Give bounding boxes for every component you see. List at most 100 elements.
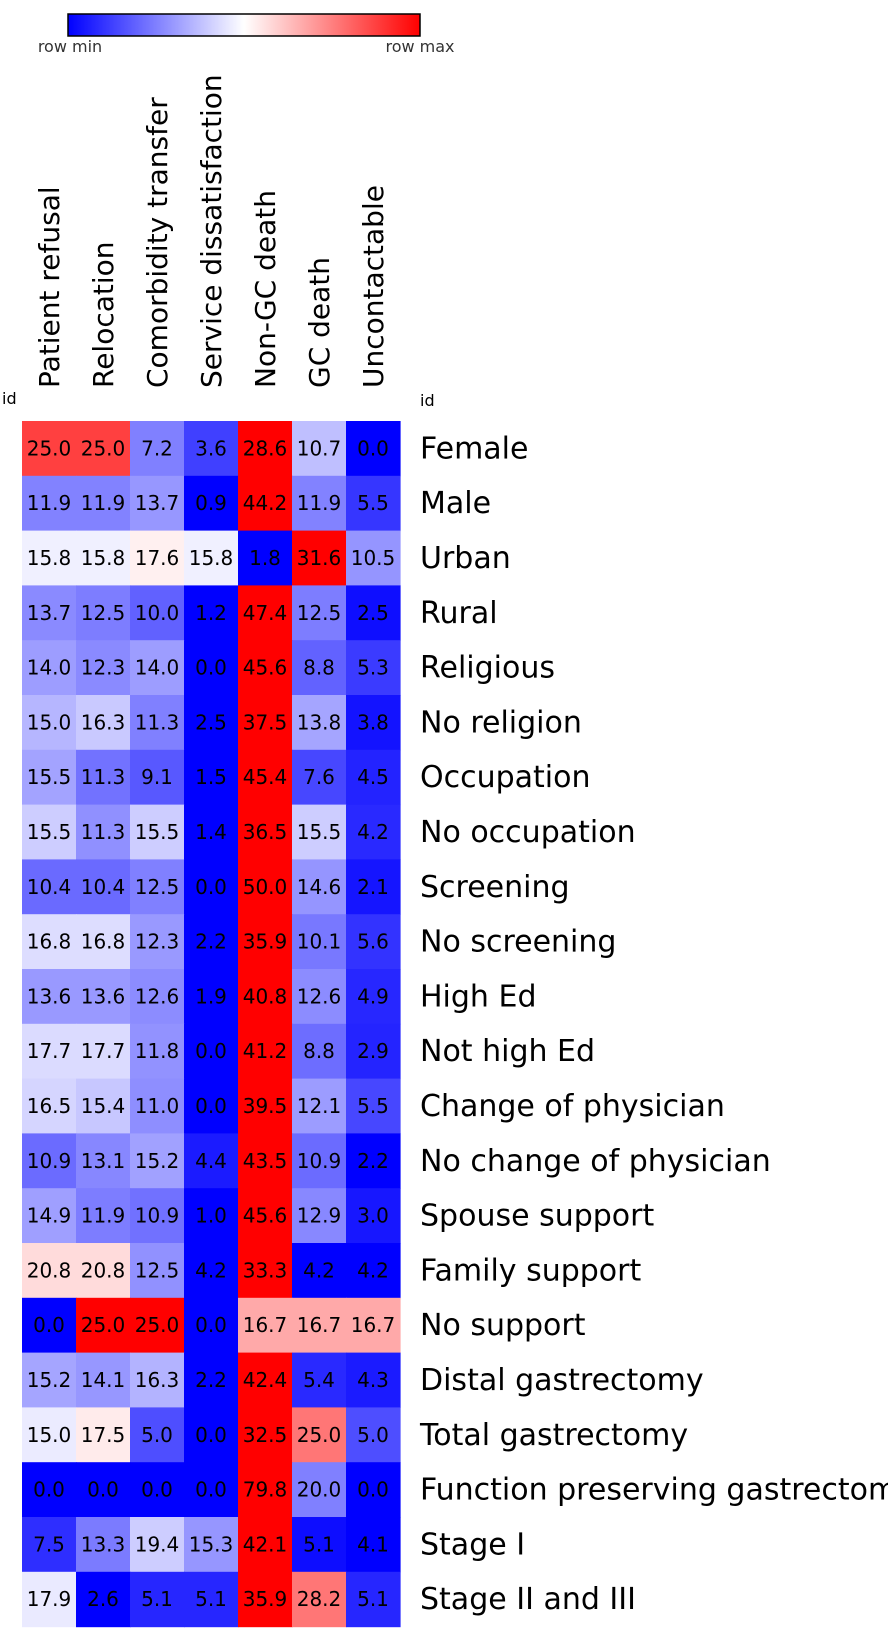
cell-value-label: 15.0 <box>27 1423 72 1447</box>
cell-value-label: 11.9 <box>81 491 126 515</box>
heatmap-cell <box>238 640 293 696</box>
cell-value-label: 15.5 <box>135 820 180 844</box>
heatmap-cell <box>184 859 239 915</box>
heatmap-cell <box>184 695 239 751</box>
cell-value-label: 31.6 <box>297 546 342 570</box>
heatmap-cell <box>130 640 185 696</box>
cell-value-label: 2.2 <box>195 1368 227 1392</box>
cell-value-label: 12.1 <box>297 1094 342 1118</box>
heatmap-cell <box>292 859 347 915</box>
cell-value-label: 2.2 <box>357 1149 389 1173</box>
cell-value-label: 11.9 <box>27 491 72 515</box>
heatmap-cell <box>130 1517 185 1573</box>
heatmap-cell <box>22 859 77 915</box>
cell-value-label: 1.5 <box>195 765 227 789</box>
cell-value-label: 12.5 <box>297 601 342 625</box>
heatmap-cell <box>22 1023 77 1080</box>
heatmap-cell <box>22 1078 77 1134</box>
cell-value-label: 11.9 <box>297 491 342 515</box>
heatmap-cell <box>346 1078 401 1134</box>
cell-value-label: 15.8 <box>81 546 126 570</box>
column-label: Relocation <box>87 241 120 388</box>
row-label: Family support <box>420 1253 641 1288</box>
heatmap-cell <box>184 1297 239 1354</box>
row-label: Distal gastrectomy <box>420 1363 704 1398</box>
cell-value-label: 0.0 <box>357 436 389 460</box>
cell-value-label: 12.3 <box>81 656 126 680</box>
heatmap-cell <box>130 475 185 532</box>
heatmap-cell <box>238 695 293 751</box>
heatmap-cell <box>76 530 131 586</box>
heatmap-cell <box>76 1517 131 1573</box>
cell-value-label: 4.2 <box>303 1258 335 1282</box>
cell-value-label: 4.2 <box>357 820 389 844</box>
cell-value-label: 12.5 <box>135 1258 180 1282</box>
heatmap-cell <box>238 859 293 915</box>
heatmap-cell <box>22 1297 77 1354</box>
column-label: Comorbidity transfer <box>141 97 174 388</box>
cell-value-label: 15.8 <box>27 546 72 570</box>
cell-value-label: 4.9 <box>357 984 389 1008</box>
heatmap-cell <box>184 1352 239 1408</box>
heatmap-cell <box>130 1023 185 1080</box>
cell-value-label: 15.2 <box>135 1149 180 1173</box>
column-label: Non-GC death <box>249 190 282 388</box>
heatmap-cell <box>22 969 77 1025</box>
heatmap-cell <box>238 1133 293 1189</box>
cell-value-label: 0.0 <box>195 875 227 899</box>
cell-value-label: 20.0 <box>297 1478 342 1502</box>
column-label: Uncontactable <box>357 185 390 388</box>
cell-value-label: 35.9 <box>243 930 288 954</box>
heatmap-cell <box>130 1243 185 1299</box>
heatmap-cells: 25.0 25.0 7.2 3.6 28.6 10.7 0.0 11.9 11.9 13.7 0.9… <box>22 421 401 1628</box>
heatmap-cell <box>238 914 293 970</box>
row-label: No screening <box>420 925 616 960</box>
cell-value-label: 17.7 <box>81 1039 126 1063</box>
heatmap-cell <box>22 1352 77 1408</box>
cell-value-label: 0.9 <box>195 491 227 515</box>
cell-value-label: 19.4 <box>135 1532 180 1556</box>
cell-value-label: 5.1 <box>357 1587 389 1611</box>
heatmap-cell <box>130 1571 185 1628</box>
cell-value-label: 17.6 <box>135 546 180 570</box>
row-label: Spouse support <box>420 1199 654 1234</box>
heatmap-cell <box>130 749 185 806</box>
heatmap-cell <box>346 1133 401 1189</box>
cell-value-label: 12.5 <box>81 601 126 625</box>
cell-value-label: 10.1 <box>297 930 342 954</box>
heatmap-cell <box>238 969 293 1025</box>
row-label: Total gastrectomy <box>419 1418 688 1453</box>
cell-value-label: 45.4 <box>243 765 288 789</box>
heatmap-cell <box>238 1462 293 1518</box>
heatmap-cell <box>76 1023 131 1080</box>
cell-value-label: 1.8 <box>249 546 281 570</box>
cell-value-label: 13.7 <box>135 491 180 515</box>
cell-value-label: 25.0 <box>81 1313 126 1337</box>
heatmap-cell <box>346 1352 401 1408</box>
cell-value-label: 5.4 <box>303 1368 335 1392</box>
cell-value-label: 32.5 <box>243 1423 288 1447</box>
heatmap-cell <box>130 1297 185 1354</box>
cell-value-label: 11.3 <box>81 765 126 789</box>
cell-value-label: 10.9 <box>27 1149 72 1173</box>
cell-value-label: 5.3 <box>357 656 389 680</box>
cell-value-label: 3.0 <box>357 1204 389 1228</box>
cell-value-label: 20.8 <box>27 1258 72 1282</box>
cell-value-label: 16.8 <box>81 930 126 954</box>
heatmap-cell <box>130 1188 185 1244</box>
heatmap-cell <box>184 585 239 641</box>
cell-value-label: 4.1 <box>357 1532 389 1556</box>
heatmap-cell <box>346 859 401 915</box>
cell-value-label: 50.0 <box>243 875 288 899</box>
cell-value-label: 14.6 <box>297 875 342 899</box>
heatmap-cell <box>130 695 185 751</box>
cell-value-label: 10.9 <box>297 1149 342 1173</box>
cell-value-label: 12.5 <box>135 875 180 899</box>
cell-value-label: 3.6 <box>195 436 227 460</box>
heatmap-cell <box>346 640 401 696</box>
cell-value-label: 45.6 <box>243 656 288 680</box>
heatmap-cell <box>76 1571 131 1628</box>
cell-value-label: 15.5 <box>297 820 342 844</box>
heatmap-cell <box>184 1462 239 1518</box>
cell-value-label: 11.9 <box>81 1204 126 1228</box>
